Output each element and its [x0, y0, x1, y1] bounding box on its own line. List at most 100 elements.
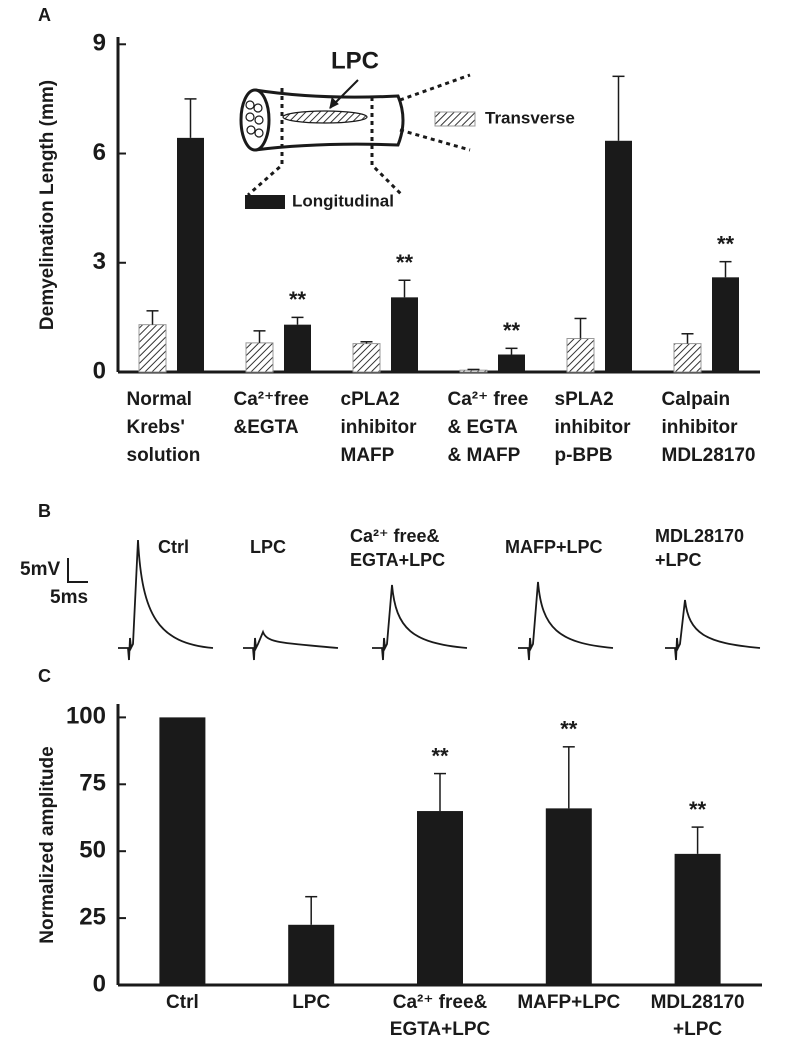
significance: ** — [503, 318, 521, 343]
legend-swatch — [434, 111, 476, 127]
panel-label: A — [38, 5, 51, 25]
x-tick-label: sPLA2 — [555, 389, 614, 410]
error-bar — [146, 310, 159, 325]
y-axis-label: Demyelination Length (mm) — [37, 80, 58, 330]
scale-label: 5ms — [50, 587, 88, 608]
x-tick-label: inhibitor — [341, 417, 418, 438]
x-tick-label: MAFP+LPC — [517, 992, 620, 1013]
panel-label: C — [38, 666, 51, 686]
x-tick-label: MAFP — [341, 445, 395, 466]
x-tick-label: inhibitor — [555, 417, 632, 438]
bar — [673, 343, 702, 373]
bar — [566, 338, 595, 373]
trace-label: LPC — [250, 537, 286, 557]
error-bar — [360, 341, 373, 344]
error-bar — [562, 746, 575, 809]
y-tick-label: 0 — [93, 357, 106, 384]
error-bar — [184, 98, 197, 138]
error-bar — [434, 772, 446, 812]
trace-label: +LPC — [655, 550, 702, 570]
error-bar — [467, 368, 480, 371]
y-tick-label: 0 — [93, 970, 106, 997]
y-axis-label: Normalized amplitude — [37, 746, 58, 943]
error-bar — [574, 317, 587, 339]
bar — [712, 277, 739, 372]
x-tick-label: & MAFP — [448, 445, 521, 466]
x-tick-label: Ca²⁺ free& — [393, 992, 488, 1013]
x-tick-label: Normal — [127, 389, 192, 410]
y-tick-label: 3 — [93, 248, 106, 275]
bar — [352, 343, 381, 373]
bar — [138, 324, 167, 373]
bar — [245, 342, 274, 373]
bar — [605, 140, 632, 372]
error-bar — [719, 260, 732, 278]
trace-label: Ctrl — [158, 537, 189, 557]
y-tick-label: 9 — [93, 30, 106, 57]
x-tick-label: p-BPB — [555, 445, 613, 466]
x-tick-label: Ca²⁺ free — [448, 389, 529, 410]
significance: ** — [396, 250, 414, 275]
significance: ** — [717, 231, 735, 256]
bar — [288, 924, 335, 985]
significance: ** — [689, 797, 707, 822]
trace-label: MAFP+LPC — [505, 537, 603, 557]
x-tick-label: EGTA+LPC — [390, 1019, 491, 1040]
panel-label: B — [38, 501, 51, 521]
error-bar — [612, 75, 625, 141]
x-tick-label: +LPC — [673, 1019, 722, 1040]
y-tick-label: 75 — [79, 770, 106, 797]
significance: ** — [431, 743, 449, 768]
y-tick-label: 6 — [93, 139, 106, 166]
x-tick-label: MDL28170 — [662, 445, 756, 466]
legend-swatch — [245, 195, 285, 209]
x-tick-label: cPLA2 — [341, 389, 400, 410]
bar — [177, 137, 204, 372]
x-tick-label: solution — [127, 445, 201, 466]
x-tick-label: Calpain — [662, 389, 731, 410]
error-bar — [505, 347, 518, 355]
trace — [118, 539, 214, 661]
error-bar — [398, 279, 411, 298]
x-tick-label: & EGTA — [448, 417, 519, 438]
trace-label: MDL28170 — [655, 526, 744, 546]
bar — [545, 808, 592, 985]
bar — [391, 297, 418, 372]
bar — [459, 369, 488, 373]
x-tick-label: Ca²⁺free — [234, 389, 310, 410]
legend-label: Longitudinal — [292, 191, 394, 210]
error-bar — [305, 895, 318, 925]
x-tick-label: Krebs' — [127, 417, 185, 438]
x-tick-label: &EGTA — [234, 417, 299, 438]
trace — [243, 629, 339, 661]
x-tick-label: Ctrl — [166, 992, 199, 1013]
scale-label: 5mV — [20, 559, 60, 580]
x-tick-label: inhibitor — [662, 417, 739, 438]
error-bar — [253, 330, 266, 343]
nerve-diagram — [239, 73, 471, 197]
trace-label: Ca²⁺ free& — [350, 526, 440, 546]
significance: ** — [560, 717, 578, 742]
x-tick-label: MDL28170 — [651, 992, 745, 1013]
legend-label: Transverse — [485, 108, 575, 127]
diagram-label: LPC — [331, 47, 379, 74]
x-tick-label: LPC — [292, 992, 330, 1013]
trace — [518, 581, 614, 661]
trace-label: EGTA+LPC — [350, 550, 445, 570]
bar — [284, 324, 311, 372]
error-bar — [291, 316, 304, 325]
y-tick-label: 25 — [79, 903, 106, 930]
y-tick-label: 50 — [79, 837, 106, 864]
bar — [417, 811, 463, 985]
trace — [372, 584, 468, 661]
bar — [674, 853, 721, 985]
scale-bar — [67, 558, 88, 583]
significance: ** — [289, 287, 307, 312]
trace — [665, 599, 761, 661]
bar — [498, 354, 525, 372]
bar — [159, 717, 206, 985]
y-tick-label: 100 — [66, 703, 106, 730]
error-bar — [691, 826, 704, 854]
error-bar — [681, 333, 694, 344]
